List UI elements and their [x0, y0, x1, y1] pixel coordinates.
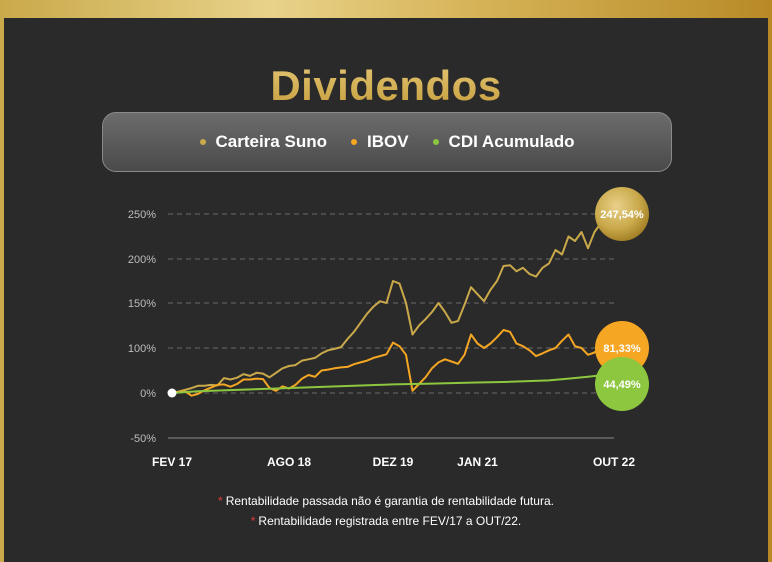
legend-item-carteira-suno: Carteira Suno [199, 132, 327, 152]
series-layer [167, 215, 615, 398]
x-tick-label: OUT 22 [593, 455, 635, 469]
x-tick-label: JAN 21 [457, 455, 498, 469]
legend-label-ibov: IBOV [366, 132, 409, 151]
legend-box: Carteira Suno IBOV CDI Acumulado [102, 112, 672, 172]
legend-item-ibov: IBOV [350, 132, 409, 152]
ibov-end-label: 81,33% [603, 343, 641, 355]
chart-card: Dividendos Carteira Suno IBOV CDI Acumul… [4, 18, 768, 562]
cdi-line [171, 372, 615, 394]
y-tick-label: -50% [130, 433, 156, 445]
x-tick-label: FEV 17 [152, 455, 192, 469]
asterisk-icon: * [218, 494, 223, 508]
grid-layer: 250% 200% 150% 100% 0% -50% FEV 17 AGO 18 DEZ 19… [128, 209, 635, 469]
footnote-1: * Rentabilidade passada não é garantia de… [4, 494, 768, 508]
ibov-line [171, 329, 615, 397]
footnote-2-text: Rentabilidade registrada entre FEV/17 a … [258, 514, 522, 528]
legend-item-cdi: CDI Acumulado [432, 132, 575, 152]
legend-dot-ibov [350, 139, 357, 145]
carteira-suno-line [171, 215, 615, 394]
legend-dot-carteira-suno [199, 139, 206, 145]
cdi-end-label: 44,49% [603, 379, 641, 391]
cdi-end-bubble [595, 357, 649, 411]
legend-label-cdi: CDI Acumulado [448, 132, 575, 151]
y-tick-label: 200% [128, 254, 156, 266]
carteira-end-label: 247,54% [600, 209, 644, 221]
carteira-end-bubble [595, 187, 649, 241]
y-tick-label: 250% [128, 209, 156, 221]
x-tick-label: DEZ 19 [373, 455, 414, 469]
footnote-2: * Rentabilidade registrada entre FEV/17 a… [4, 514, 768, 528]
page-title: Dividendos [4, 62, 768, 110]
y-tick-label: 0% [140, 388, 156, 400]
legend-label-carteira-suno: Carteira Suno [215, 132, 327, 151]
footnote-1-text: Rentabilidade passada não é garantia de … [225, 494, 554, 508]
label-layer: 247,54% 81,33% 44,49% [595, 187, 649, 411]
origin-point [167, 388, 177, 398]
y-tick-label: 150% [128, 298, 156, 310]
y-tick-label: 100% [128, 343, 156, 355]
x-tick-label: AGO 18 [267, 455, 311, 469]
asterisk-icon: * [250, 514, 256, 528]
legend-dot-cdi [432, 139, 439, 145]
